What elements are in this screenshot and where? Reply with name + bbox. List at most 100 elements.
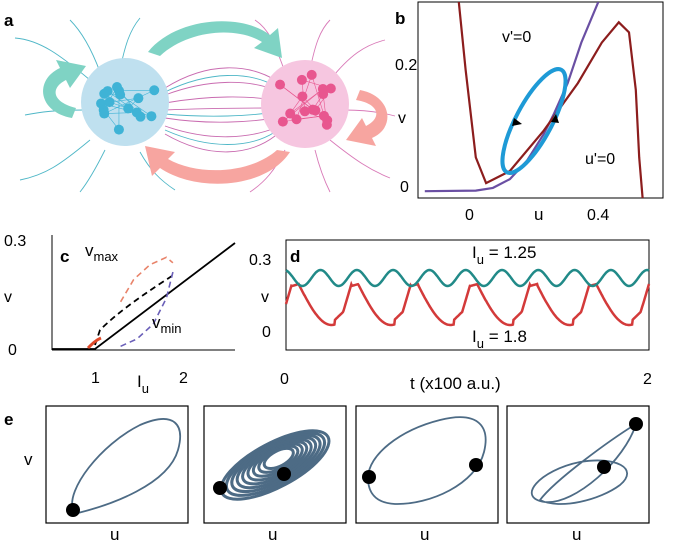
panel-label-d: d [290,247,300,266]
e-frame-2 [203,405,347,524]
d-trace-iu-1.8 [284,280,651,327]
neuron [299,106,310,117]
neuron [99,108,110,119]
cycle-arrow-right [551,114,559,123]
neuron [297,91,308,102]
c-vmax-label: vmax [85,241,119,264]
neuron [325,83,336,94]
panel-label-a: a [4,11,14,30]
d-xtick-2: 2 [643,371,652,388]
panel-label-b: b [395,9,405,28]
excitatory-arrow-top [148,21,282,58]
neuron [99,88,110,99]
neuron [104,97,115,108]
limit-cycle [500,67,568,175]
d-xlabel: t (x100 a.u.) [410,374,501,393]
panel-e: e v u u u u [4,405,650,543]
neuron [296,74,307,85]
c-xtick-2: 2 [179,370,188,387]
c-xlabel: Iu [137,372,149,396]
neuron [291,114,302,125]
v-nullcline-curve [424,2,600,193]
b-ylabel: v [398,110,406,127]
neuron [113,124,124,135]
e3-point-1 [362,470,376,484]
phase-plane-frame [417,1,664,199]
e-frame-4 [506,405,650,524]
c-vmin-curve [120,271,174,348]
b-ytick-0: 0 [400,179,409,196]
c-onset-segment [86,336,102,350]
neuron [146,111,157,122]
neuron-link [279,84,313,110]
blue-population [81,58,169,146]
d-xtick-0: 0 [280,371,289,388]
panel-d: d Iu = 1.25 Iu = 1.8 0.3 v 0 0 2 t (x100… [249,239,652,393]
e4-point-2 [597,460,611,474]
neuron [277,116,288,127]
e4-orbit [531,421,638,505]
e2-point-2 [277,467,291,481]
e1-fixed-point [66,503,80,517]
neuron-link [104,89,155,114]
v-nullcline-label: v'=0 [502,29,531,46]
neuron-link [119,89,155,92]
neuron [135,111,146,122]
b-xtick-0.4: 0.4 [587,207,609,224]
d-ytick-0.3: 0.3 [249,252,271,269]
neuron [306,69,317,80]
pink-neurons [275,69,336,130]
b-xtick-0: 0 [465,207,474,224]
feedback-arrows [43,21,388,184]
u-nullcline-curve [457,2,644,198]
c-vmin-label: vmin [152,313,181,336]
e2-orbit-loop [219,429,331,501]
c-axes [51,235,235,351]
panel-c: c vmax vmin 0.3 v 0 1 2 Iu [4,233,236,396]
panel-label-c: c [60,247,69,266]
e2-point-1 [213,481,227,495]
d-annotation-1.25: Iu = 1.25 [472,243,536,267]
neuron [133,93,144,104]
self-loop-arrow-pink [346,90,388,146]
blue-neurons [96,82,160,135]
d-trace-iu-1.25 [285,268,650,288]
e-xlabel-1: u [110,525,119,543]
d-annotation-1.8: Iu = 1.8 [472,327,527,351]
c-ytick-0.3: 0.3 [4,233,26,250]
neuron [318,110,329,121]
neuron [318,89,329,100]
e2-orbit-loop [262,446,295,471]
neuron [307,104,318,115]
e-ylabel: v [24,450,33,469]
cycle-arrow-left [512,118,522,126]
e4-point-1 [629,417,643,431]
b-ytick-0.2: 0.2 [395,57,417,74]
c-stable-branch [52,242,236,350]
c-xtick-1: 1 [91,370,100,387]
c-ylabel: v [4,289,12,306]
d-frame [285,239,650,351]
neuron [112,82,123,93]
e-xlabel-4: u [572,525,581,543]
e3-point-2 [469,458,483,472]
panel-a: a [4,11,396,193]
u-nullcline-label: u'=0 [585,151,615,168]
e3-orbit [367,416,487,505]
e-xlabel-2: u [268,525,277,543]
inhibitory-arrow-bottom [145,146,290,184]
panel-label-e: e [4,410,13,429]
neuron [275,79,286,90]
e2-chaotic-orbits [219,429,331,501]
e-frame-3 [355,405,499,524]
neuron-link [119,94,152,117]
panel-b: b v'=0 u'=0 0.2 0 v 0 0.4 u [395,1,664,224]
d-ytick-0: 0 [262,324,271,341]
neuron [149,85,160,96]
self-loop-arrow-blue [43,60,86,118]
e-xlabel-3: u [420,525,429,543]
b-xlabel: u [534,205,543,224]
e-frame-1 [45,405,189,524]
neuron [123,103,134,114]
